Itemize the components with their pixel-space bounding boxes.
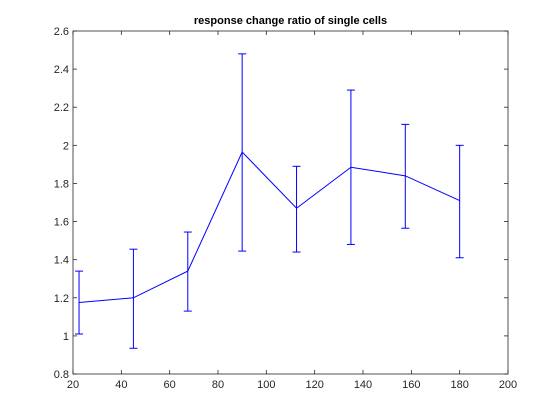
y-tick-label: 2.6 (54, 26, 69, 38)
x-tick-label: 160 (402, 379, 420, 391)
series-line (78, 151, 460, 304)
x-tick-label: 100 (257, 379, 275, 391)
x-tick-label: 120 (305, 379, 323, 391)
x-tick-label: 40 (115, 379, 127, 391)
x-tick-label: 140 (354, 379, 372, 391)
y-tick-label: 1.6 (54, 217, 69, 229)
series-layer (75, 53, 464, 349)
x-tick-label: 80 (212, 379, 224, 391)
chart-title: response change ratio of single cells (194, 15, 387, 27)
x-tick-label: 180 (450, 379, 468, 391)
y-tick-label: 1.8 (54, 178, 69, 190)
y-tick-label: 2.4 (54, 64, 69, 76)
axes-layer: 20 40 60 80 100 120 140 160 180 200 0.8 1 1.2 1.4 1.6 1… (54, 26, 517, 391)
y-tick-label: 1.4 (54, 255, 69, 267)
y-tick-label: 0.8 (54, 369, 69, 381)
y-tick-label: 1.2 (54, 293, 69, 305)
x-tick-label: 60 (164, 379, 176, 391)
y-tick-label: 1 (63, 331, 69, 343)
x-tick-label: 200 (499, 379, 517, 391)
plot-area-frame (72, 30, 509, 375)
y-tick-label: 2.2 (54, 102, 69, 114)
x-tick-label: 20 (67, 379, 79, 391)
y-tick-label: 2 (63, 140, 69, 152)
